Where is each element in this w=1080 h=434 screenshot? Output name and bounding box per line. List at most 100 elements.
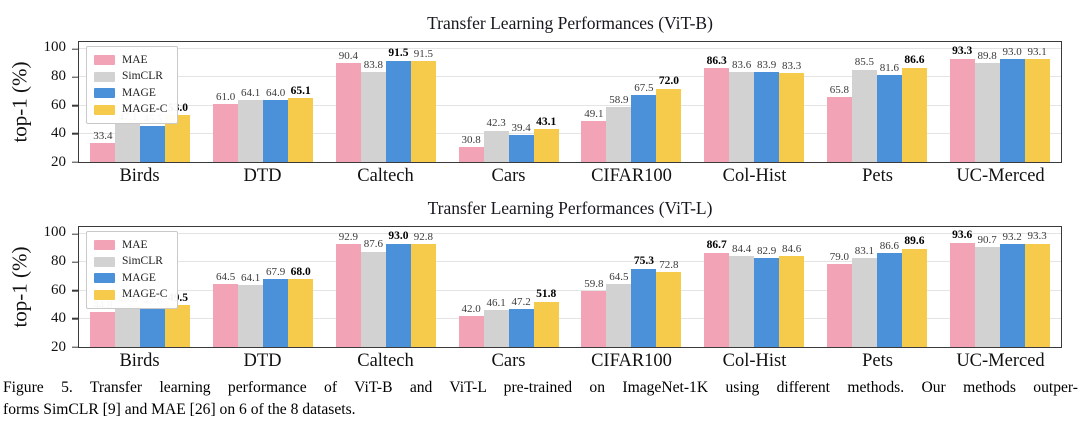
bar-mae-cifar100: 49.1 [581, 108, 607, 162]
bar-value-label: 65.8 [829, 84, 849, 97]
bar-value-label: 82.9 [757, 245, 777, 258]
bar-group-pets: 65.8 85.5 81.6 86.6 [816, 42, 939, 162]
bar-value-label: 75.3 [633, 255, 654, 268]
x-label-dtd: DTD [243, 166, 282, 186]
bar-value-label: 92.8 [413, 231, 433, 244]
bar-value-label: 49.1 [584, 107, 604, 120]
bar-value-label: 90.4 [338, 49, 358, 62]
bar-mage-c-pets: 86.6 [901, 54, 927, 162]
bar-value-label: 72.0 [658, 74, 679, 87]
gridline [79, 261, 1061, 263]
bar-value-label: 93.0 [388, 230, 409, 243]
y-tick-label: 20 [51, 153, 66, 170]
bar-value-label: 39.4 [511, 121, 531, 134]
legend-label: MAE [122, 53, 148, 66]
x-label-birds: Birds [119, 351, 160, 371]
bar-value-label: 83.1 [854, 244, 874, 257]
y-axis-ticks: 20 40 60 80 100 [0, 38, 67, 169]
gridline [79, 132, 1061, 134]
bar-mage-c-cifar100: 72.8 [656, 259, 682, 347]
x-axis-labels: Birds DTD Caltech Cars CIFAR100 Col-Hist Pets U… [78, 350, 1062, 372]
bar-value-label: 90.7 [977, 234, 997, 247]
x-label-cars: Cars [491, 351, 526, 371]
bar-group-pets: 79.0 83.1 86.6 89.6 [816, 227, 939, 347]
x-label-caltech: Caltech [357, 166, 414, 186]
bar-value-label: 93.1 [1027, 45, 1047, 58]
legend-item-mage-c: MAGE-C [94, 287, 167, 304]
bar-simclr-birds: 48.8 [115, 293, 141, 347]
y-tick-mark [72, 233, 78, 235]
bar-mage-birds: 45.5 [140, 113, 166, 162]
legend-swatch-mage-c [94, 104, 115, 115]
x-label-caltech: Caltech [357, 351, 414, 371]
y-tick-mark [72, 318, 78, 320]
bar-group-cifar100: 49.1 58.9 67.5 72.0 [570, 42, 693, 162]
y-tick-label: 100 [43, 223, 67, 240]
bar-mae-caltech: 90.4 [335, 50, 361, 162]
bar-mage-c-col-hist: 84.6 [779, 243, 805, 347]
y-tick-label: 40 [51, 310, 66, 327]
plot-area: 33.447.145.553.061.064.164.065.190.483.8… [72, 41, 1062, 163]
bar-value-label: 79.0 [829, 250, 849, 263]
bar-simclr-uc-merced: 89.8 [974, 50, 1000, 162]
bar-mage-birds: 47.6 [140, 295, 166, 347]
bar-value-label: 42.0 [461, 302, 481, 315]
x-label-col-hist: Col-Hist [722, 166, 787, 186]
legend: MAE SimCLR MAGE MAGE-C [86, 231, 179, 309]
y-tick-label: 100 [43, 38, 67, 55]
bar-value-label: 84.4 [732, 243, 752, 255]
bar-value-label: 93.0 [1002, 45, 1022, 58]
bar-mage-col-hist: 83.9 [754, 59, 780, 162]
legend-label: SimCLR [122, 255, 163, 267]
bar-value-label: 58.9 [609, 94, 629, 106]
bar-group-col-hist: 86.3 83.6 83.9 83.3 [693, 42, 816, 162]
legend-swatch-mae [94, 55, 115, 66]
legend-item-mage: MAGE [94, 270, 167, 287]
bar-simclr-pets: 85.5 [851, 56, 877, 162]
legend-item-mage-c: MAGE-C [94, 102, 167, 119]
bar-mage-cars: 47.2 [508, 296, 534, 347]
legend-item-simclr: SimCLR [94, 254, 167, 271]
y-tick-mark [72, 76, 78, 78]
bar-value-label: 84.6 [782, 242, 802, 255]
bar-value-label: 30.8 [461, 133, 481, 146]
legend-swatch-mae [94, 240, 115, 251]
bar-value-label: 64.5 [609, 271, 629, 284]
bar-simclr-caltech: 83.8 [360, 59, 386, 162]
bar-value-label: 46.1 [486, 297, 506, 310]
bar-mage-c-cars: 43.1 [533, 116, 559, 162]
bar-group-dtd: 61.0 64.1 64.0 65.1 [202, 42, 325, 162]
bar-value-label: 47.2 [511, 295, 531, 308]
legend-swatch-simclr [94, 256, 115, 267]
bar-simclr-uc-merced: 90.7 [974, 234, 1000, 347]
y-tick-mark [72, 289, 78, 292]
bar-group-uc-merced: 93.3 89.8 93.0 93.1 [938, 42, 1061, 162]
bar-value-label: 81.6 [879, 61, 899, 74]
bar-mage-cifar100: 75.3 [631, 255, 657, 347]
gridline [79, 48, 1061, 50]
bar-simclr-cifar100: 64.5 [606, 271, 632, 347]
bar-mage-c-pets: 89.6 [901, 235, 927, 347]
bar-mae-cifar100: 59.8 [581, 278, 607, 347]
bar-mae-cars: 42.0 [458, 303, 484, 347]
bar-mae-cars: 30.8 [458, 134, 484, 162]
bar-mage-c-uc-merced: 93.1 [1024, 46, 1050, 162]
bar-value-label: 83.9 [757, 58, 777, 71]
x-label-uc-merced: UC-Merced [956, 351, 1045, 371]
bar-value-label: 89.8 [977, 50, 997, 63]
bar-value-label: 89.6 [904, 235, 925, 248]
bar-group-caltech: 92.9 87.6 93.0 92.8 [325, 227, 448, 347]
gridline [79, 76, 1061, 78]
gridline [79, 104, 1061, 106]
bar-value-label: 67.9 [266, 266, 286, 279]
bar-simclr-col-hist: 84.4 [729, 243, 755, 347]
bar-simclr-dtd: 64.1 [238, 87, 264, 162]
bar-mae-col-hist: 86.7 [704, 239, 730, 347]
x-label-pets: Pets [862, 166, 893, 186]
bar-group-cars: 42.0 46.1 47.2 51.8 [447, 227, 570, 347]
bar-simclr-pets: 83.1 [851, 245, 877, 347]
bar-value-label: 68.0 [290, 265, 311, 278]
bar-mae-uc-merced: 93.6 [949, 229, 975, 347]
bar-mage-dtd: 67.9 [263, 266, 289, 347]
bar-mae-pets: 65.8 [826, 84, 852, 162]
